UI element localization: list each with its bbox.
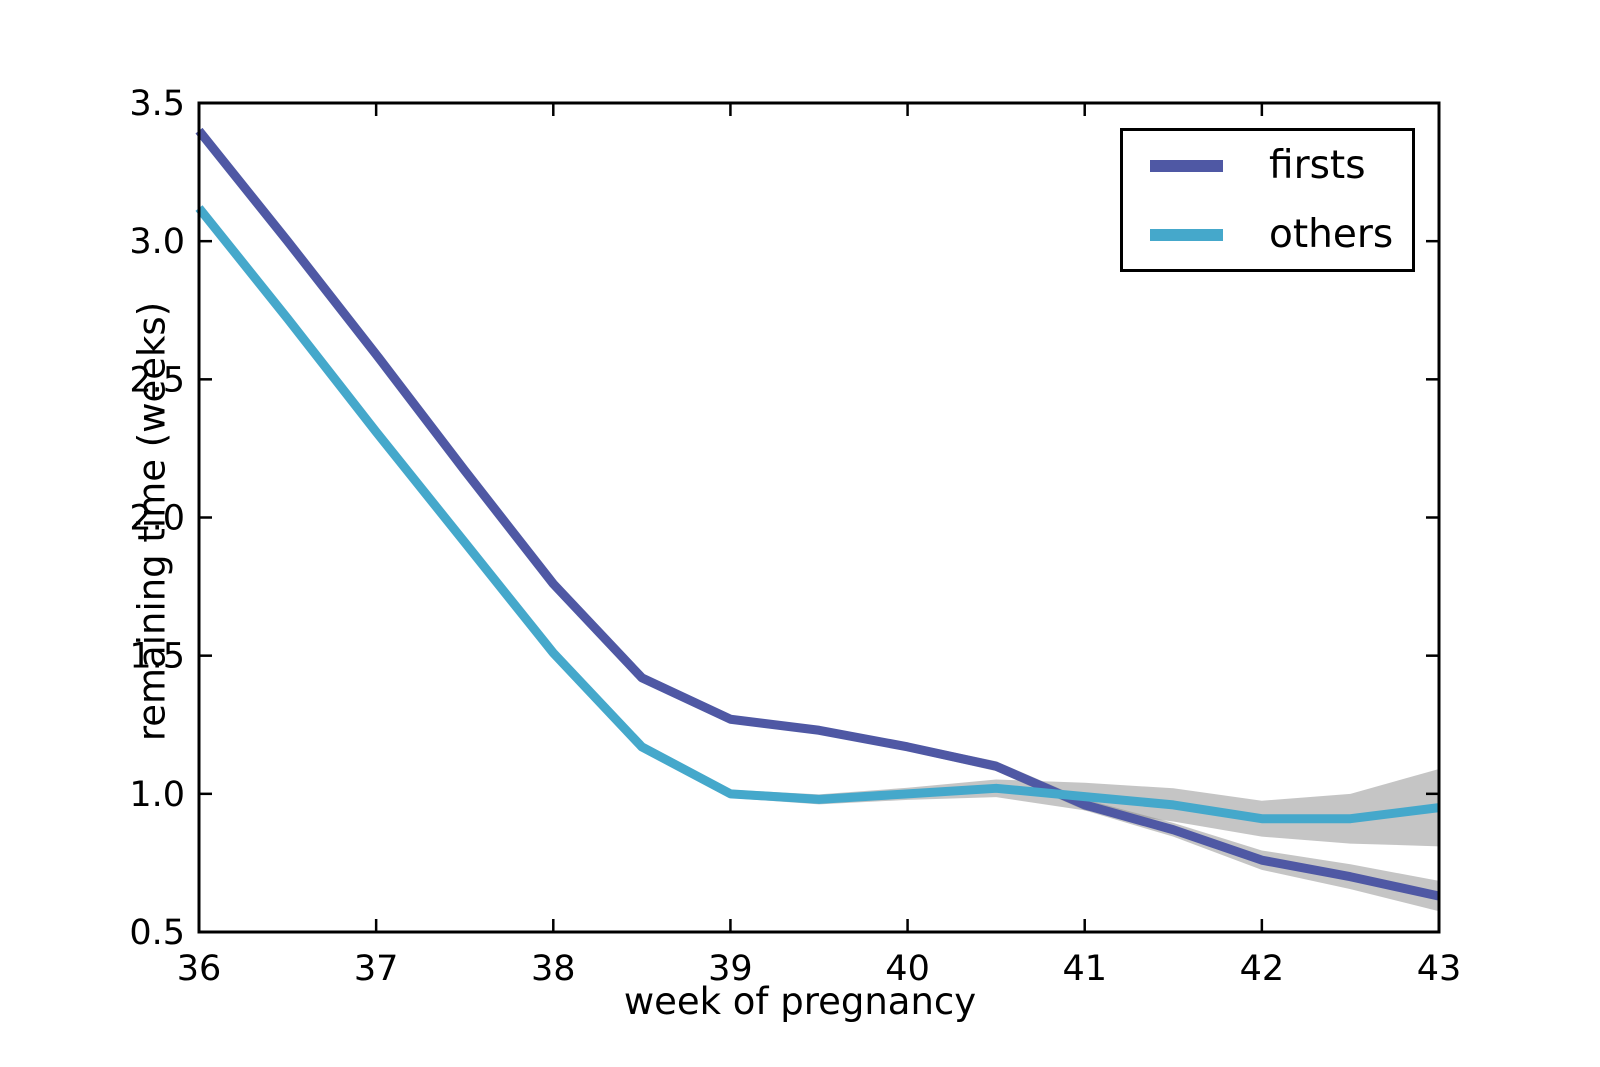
x-tick-label: 41: [1062, 949, 1107, 989]
y-tick-label: 3.0: [129, 222, 185, 262]
y-tick-label: 2.0: [129, 499, 185, 539]
series-line-others: [195, 205, 1440, 824]
x-tick-label: 42: [1240, 949, 1285, 989]
x-tick-label: 36: [177, 949, 222, 989]
legend: firsts others: [1120, 128, 1415, 272]
legend-item-firsts: firsts: [1123, 146, 1412, 185]
series-line-firsts: [195, 127, 1440, 901]
legend-item-others: others: [1123, 215, 1412, 254]
y-tick-label: 0.5: [129, 913, 185, 953]
y-tick-label: 2.5: [129, 360, 185, 400]
legend-swatch-others: [1150, 228, 1223, 241]
y-tick-label: 1.5: [129, 637, 185, 677]
x-tick-label: 38: [531, 949, 576, 989]
y-tick-label: 1.0: [129, 775, 185, 815]
x-tick-label: 37: [354, 949, 399, 989]
y-axis: 0.5 1.0 1.5 2.0 2.5 3.0 3.5: [129, 84, 1439, 953]
y-axis-label: remaining time (weeks): [130, 301, 174, 742]
band-others: [199, 205, 1439, 847]
y-tick-label: 3.5: [129, 84, 185, 124]
x-axis-label: week of pregnancy: [623, 980, 977, 1023]
legend-label: others: [1269, 212, 1394, 257]
x-tick-label: 39: [708, 949, 753, 989]
legend-swatch-firsts: [1150, 159, 1223, 172]
x-axis: 36 37 38 39 40 41 42 43: [177, 103, 1462, 989]
x-tick-label: 40: [885, 949, 930, 989]
legend-label: firsts: [1269, 143, 1366, 188]
x-tick-label: 43: [1417, 949, 1462, 989]
